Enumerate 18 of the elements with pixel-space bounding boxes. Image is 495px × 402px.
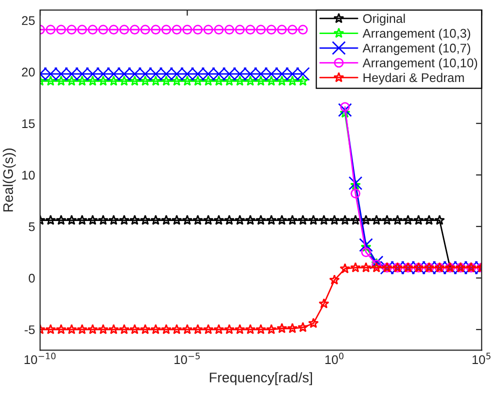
legend-label: Arrangement (10,7) [362,43,470,56]
y-tick-label: 10 [22,170,35,180]
y-tick-label: 0 [28,274,35,283]
y-tick-label: 20 [22,68,35,77]
y-axis-title: Real(G(s)) [2,148,16,212]
y-tick-label: 5 [28,222,35,232]
legend-label: Arrangement (10,3) [362,28,470,40]
x-tick-label: 10$^{−5}$ [174,352,200,364]
x-tick-label: 10$^{−10}$ [24,352,56,364]
x-tick-label: 10$^{5}$ [472,352,490,364]
legend-label: Heydari & Pedram [364,72,464,85]
y-tick-label: 25 [22,16,35,26]
y-tick-label: -5 [24,325,35,334]
x-tick-label: 10$^{0}$ [325,352,344,364]
y-tick-label: 15 [22,119,35,128]
legend-label: Original [363,14,405,26]
legend-label: Arrangement (10,10) [362,58,478,70]
x-axis-title: Frequency[rad/s] [210,372,312,386]
